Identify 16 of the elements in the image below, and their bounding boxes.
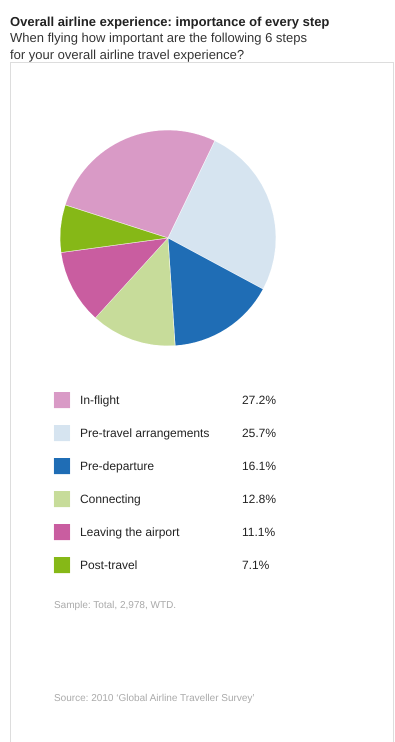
data-label: 7.1%: [242, 558, 270, 572]
legend-label: Pre-travel arrangements: [80, 426, 210, 440]
legend-label: Leaving the airport: [80, 525, 180, 539]
data-label: 12.8%: [242, 492, 276, 506]
chart-title: Overall airline experience: importance of every step: [10, 14, 330, 29]
chart-subtitle: When flying how important are the following 6 steps for your overall airline travel experience?: [10, 30, 308, 62]
legend-label: In-flight: [80, 393, 120, 407]
legend-label: Pre-departure: [80, 459, 154, 473]
data-label: 11.1%: [242, 525, 276, 539]
source-note: Source: 2010 ‘Global Airline Traveller Survey’: [54, 693, 255, 704]
text: Sample: Total, 2,978, WTD.: [54, 600, 176, 611]
legend-label: Post-travel: [80, 558, 138, 572]
data-label: 16.1%: [242, 459, 276, 473]
data-label: 25.7%: [242, 426, 276, 440]
legend-label: Connecting: [80, 492, 141, 506]
data-label: 27.2%: [242, 393, 276, 407]
